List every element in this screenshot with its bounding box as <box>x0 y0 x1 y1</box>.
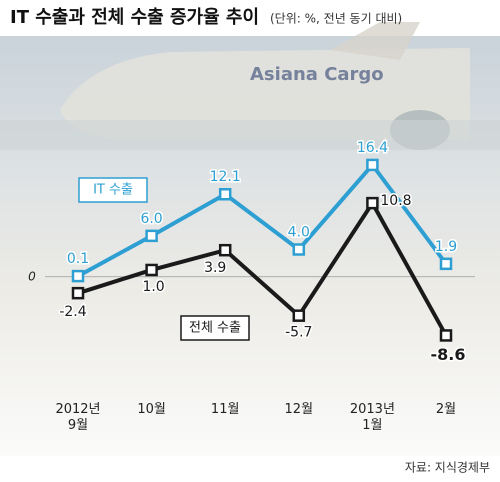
y-tick-label: 0 <box>28 269 36 283</box>
value-label: 6.0 <box>140 211 162 227</box>
legend-label: 전체 수출 <box>189 321 241 336</box>
chart-subtitle: (단위: %, 전년 동기 대비) <box>270 12 402 26</box>
point-marker <box>218 243 232 257</box>
value-label: 4.0 <box>288 225 310 241</box>
point-marker <box>292 243 306 256</box>
legend-label: IT 수출 <box>93 183 133 198</box>
value-label: 1.9 <box>435 239 457 255</box>
photo-text: Asiana Cargo <box>250 64 384 85</box>
point-marker <box>439 329 453 342</box>
legend-box <box>180 315 250 341</box>
point-marker <box>292 309 306 322</box>
value-label: 3.9 <box>204 260 226 276</box>
x-tick-label: 2012년 9월 <box>55 402 101 433</box>
value-label: 0.1 <box>67 251 89 267</box>
point-marker <box>366 158 379 172</box>
x-tick-label: 10월 <box>137 402 166 417</box>
legend-box <box>78 177 148 203</box>
x-tick-label: 12월 <box>284 402 314 417</box>
x-tick-label: 2월 <box>435 402 457 417</box>
source: 자료: 지식경제부 <box>405 461 490 475</box>
point-marker <box>145 263 158 277</box>
value-label: -2.4 <box>59 304 86 320</box>
value-label: -5.7 <box>285 325 312 341</box>
point-marker <box>439 257 453 271</box>
series-line <box>77 161 448 278</box>
plane-tail <box>330 22 420 60</box>
value-label: 10.8 <box>380 193 411 209</box>
series-line <box>77 199 448 337</box>
plane-body <box>60 48 470 140</box>
point-marker <box>71 269 85 283</box>
value-label: 12.1 <box>210 169 241 185</box>
value-label: 16.4 <box>357 140 388 156</box>
x-tick-label: 11월 <box>210 402 240 417</box>
ground <box>0 120 500 150</box>
x-tick-label: 2013년 1월 <box>349 402 395 433</box>
point-marker <box>145 229 158 243</box>
value-label: 1.0 <box>142 279 164 295</box>
point-marker <box>366 196 379 210</box>
point-marker <box>218 187 232 201</box>
chart-title: IT 수출과 전체 수출 증가율 추이 <box>10 7 259 28</box>
point-marker <box>71 286 85 300</box>
value-label: -8.6 <box>431 345 466 364</box>
